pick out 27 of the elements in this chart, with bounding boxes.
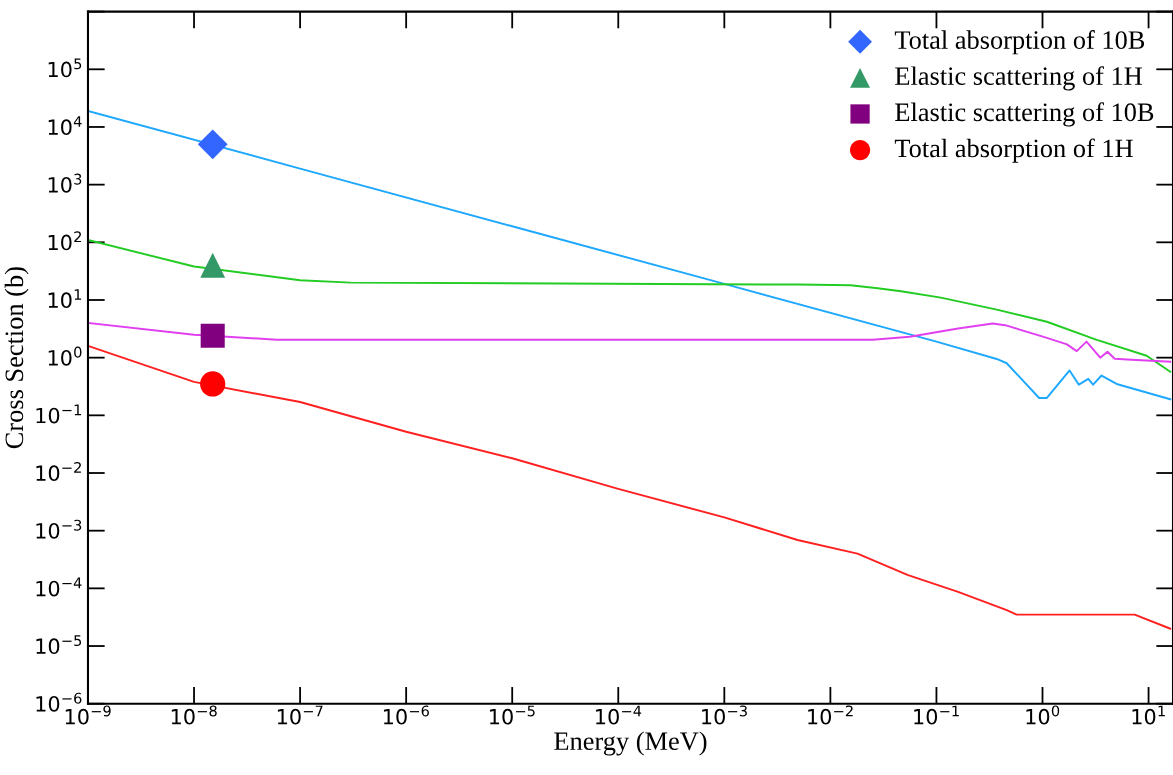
- y-tick-label: 10$^{−1}$: [36, 404, 82, 424]
- y-tick-label: 10$^{1}$: [48, 289, 82, 309]
- y-tick-label: 10$^{−2}$: [36, 461, 81, 482]
- legend-label: Elastic scattering of 1H: [895, 66, 1143, 91]
- x-tick-label: 10$^{−2}$: [808, 705, 853, 725]
- x-tick-label: 10$^{−6}$: [383, 705, 429, 725]
- y-tick-label: 10$^{2}$: [48, 231, 81, 251]
- x-tick-label: 10$^{−8}$: [171, 705, 217, 725]
- legend-label: Total absorption of 10B: [894, 30, 1145, 55]
- y-tick-label: 10$^{0}$: [48, 346, 82, 366]
- x-tick-label: 10$^{−3}$: [702, 705, 747, 725]
- x-tick-label: 10$^{0}$: [1026, 705, 1060, 725]
- x-axis-title: Energy (MeV): [554, 731, 707, 756]
- y-tick-label: 10$^{5}$: [48, 58, 82, 78]
- legend-label: Elastic scattering of 10B: [895, 102, 1154, 127]
- y-tick-label: 10$^{−3}$: [36, 519, 82, 539]
- x-tick-label: 10$^{1}$: [1132, 705, 1165, 725]
- y-axis-title: Cross Section (b): [4, 267, 29, 449]
- legend-label: Total absorption of 1H: [894, 138, 1133, 163]
- x-tick-label: 10$^{−5}$: [490, 705, 535, 725]
- y-tick-label: 10$^{−4}$: [36, 577, 82, 597]
- x-tick-label: 10$^{−4}$: [596, 705, 642, 725]
- x-tick-label: 10$^{−1}$: [914, 705, 959, 725]
- y-tick-label: 10$^{3}$: [48, 173, 82, 193]
- y-tick-label: 10$^{4}$: [48, 116, 82, 136]
- x-tick-label: 10$^{−7}$: [277, 705, 323, 725]
- y-tick-label: 10$^{−5}$: [36, 635, 82, 655]
